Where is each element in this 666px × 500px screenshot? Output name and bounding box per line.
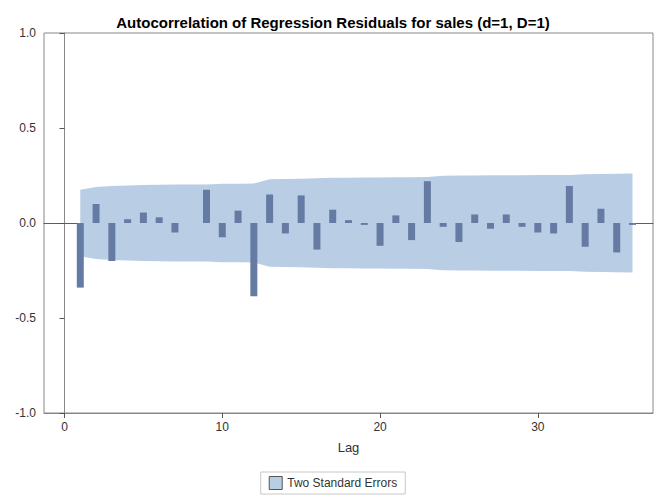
svg-text:10: 10 bbox=[216, 420, 230, 434]
svg-text:Two Standard Errors: Two Standard Errors bbox=[287, 476, 397, 490]
svg-text:Lag: Lag bbox=[338, 440, 360, 455]
svg-text:0: 0 bbox=[61, 420, 68, 434]
svg-text:20: 20 bbox=[373, 420, 387, 434]
svg-text:Autocorrelation of Regression: Autocorrelation of Regression Residuals … bbox=[116, 14, 549, 31]
svg-text:0.0: 0.0 bbox=[19, 216, 36, 230]
svg-text:30: 30 bbox=[531, 420, 545, 434]
svg-text:0.5: 0.5 bbox=[19, 121, 36, 135]
svg-text:-1.0: -1.0 bbox=[15, 406, 36, 420]
svg-text:-0.5: -0.5 bbox=[15, 311, 36, 325]
svg-text:1.0: 1.0 bbox=[19, 26, 36, 40]
